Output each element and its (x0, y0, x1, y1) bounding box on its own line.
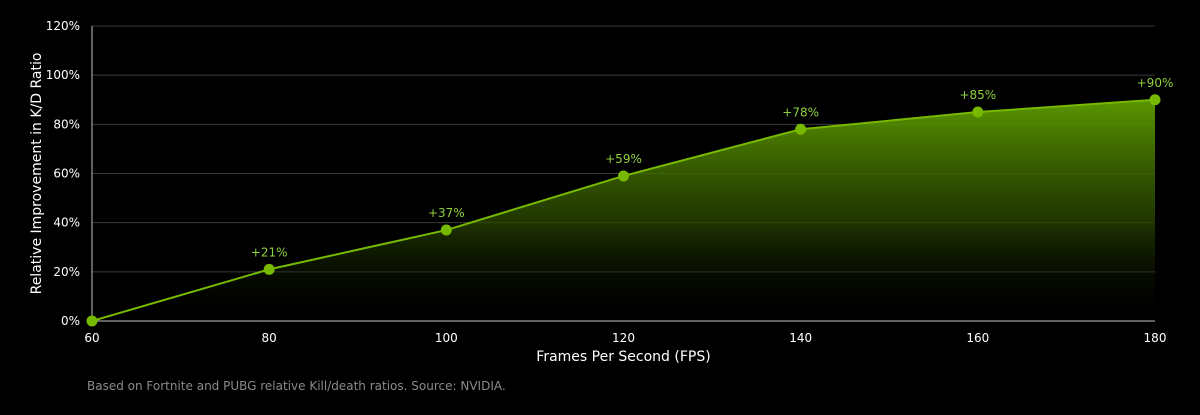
data-label-140: +78% (782, 105, 819, 119)
axes (91, 26, 1155, 322)
tick-labels: 0% 20% 40% 60% 80% 100% 120% 60 80 100 120 140 160 18… (46, 19, 1167, 345)
data-point-80 (263, 263, 275, 275)
data-label-160: +85% (959, 88, 996, 102)
area-fill-layer (92, 99, 1155, 321)
y-tick-label: 40% (53, 216, 80, 230)
data-point-120 (618, 170, 629, 182)
y-axis-title: Relative Improvement in K/D Ratio (29, 53, 45, 295)
x-tick-label: 100 (435, 331, 458, 345)
data-label-180: +90% (1137, 76, 1174, 90)
y-tick-label: 120% (46, 19, 80, 33)
y-tick-label: 100% (46, 68, 80, 82)
footnote: Based on Fortnite and PUBG relative Kill… (87, 379, 506, 393)
y-tick-label: 20% (53, 265, 80, 279)
data-labels: +21% +37% +59% +78% +85% +90% (251, 76, 1174, 260)
markers (86, 94, 1161, 327)
data-point-180 (1149, 94, 1161, 106)
x-axis-title: Frames Per Second (FPS) (536, 349, 710, 365)
x-tick-label: 160 (966, 331, 989, 345)
y-tick-label: 0% (61, 314, 80, 328)
x-tick-label: 120 (612, 331, 635, 345)
x-tick-label: 180 (1144, 331, 1167, 345)
x-tick-label: 60 (84, 331, 99, 345)
x-tick-label: 80 (262, 331, 277, 345)
data-label-80: +21% (251, 245, 288, 259)
data-point-100 (440, 224, 452, 236)
data-point-60 (86, 315, 98, 327)
y-tick-label: 60% (53, 167, 80, 181)
data-point-160 (972, 106, 984, 118)
data-label-100: +37% (428, 206, 465, 220)
x-tick-label: 140 (789, 331, 812, 345)
area-fill (92, 99, 1155, 321)
y-tick-label: 80% (53, 117, 80, 131)
data-point-140 (795, 123, 807, 135)
data-label-120: +59% (605, 152, 642, 166)
